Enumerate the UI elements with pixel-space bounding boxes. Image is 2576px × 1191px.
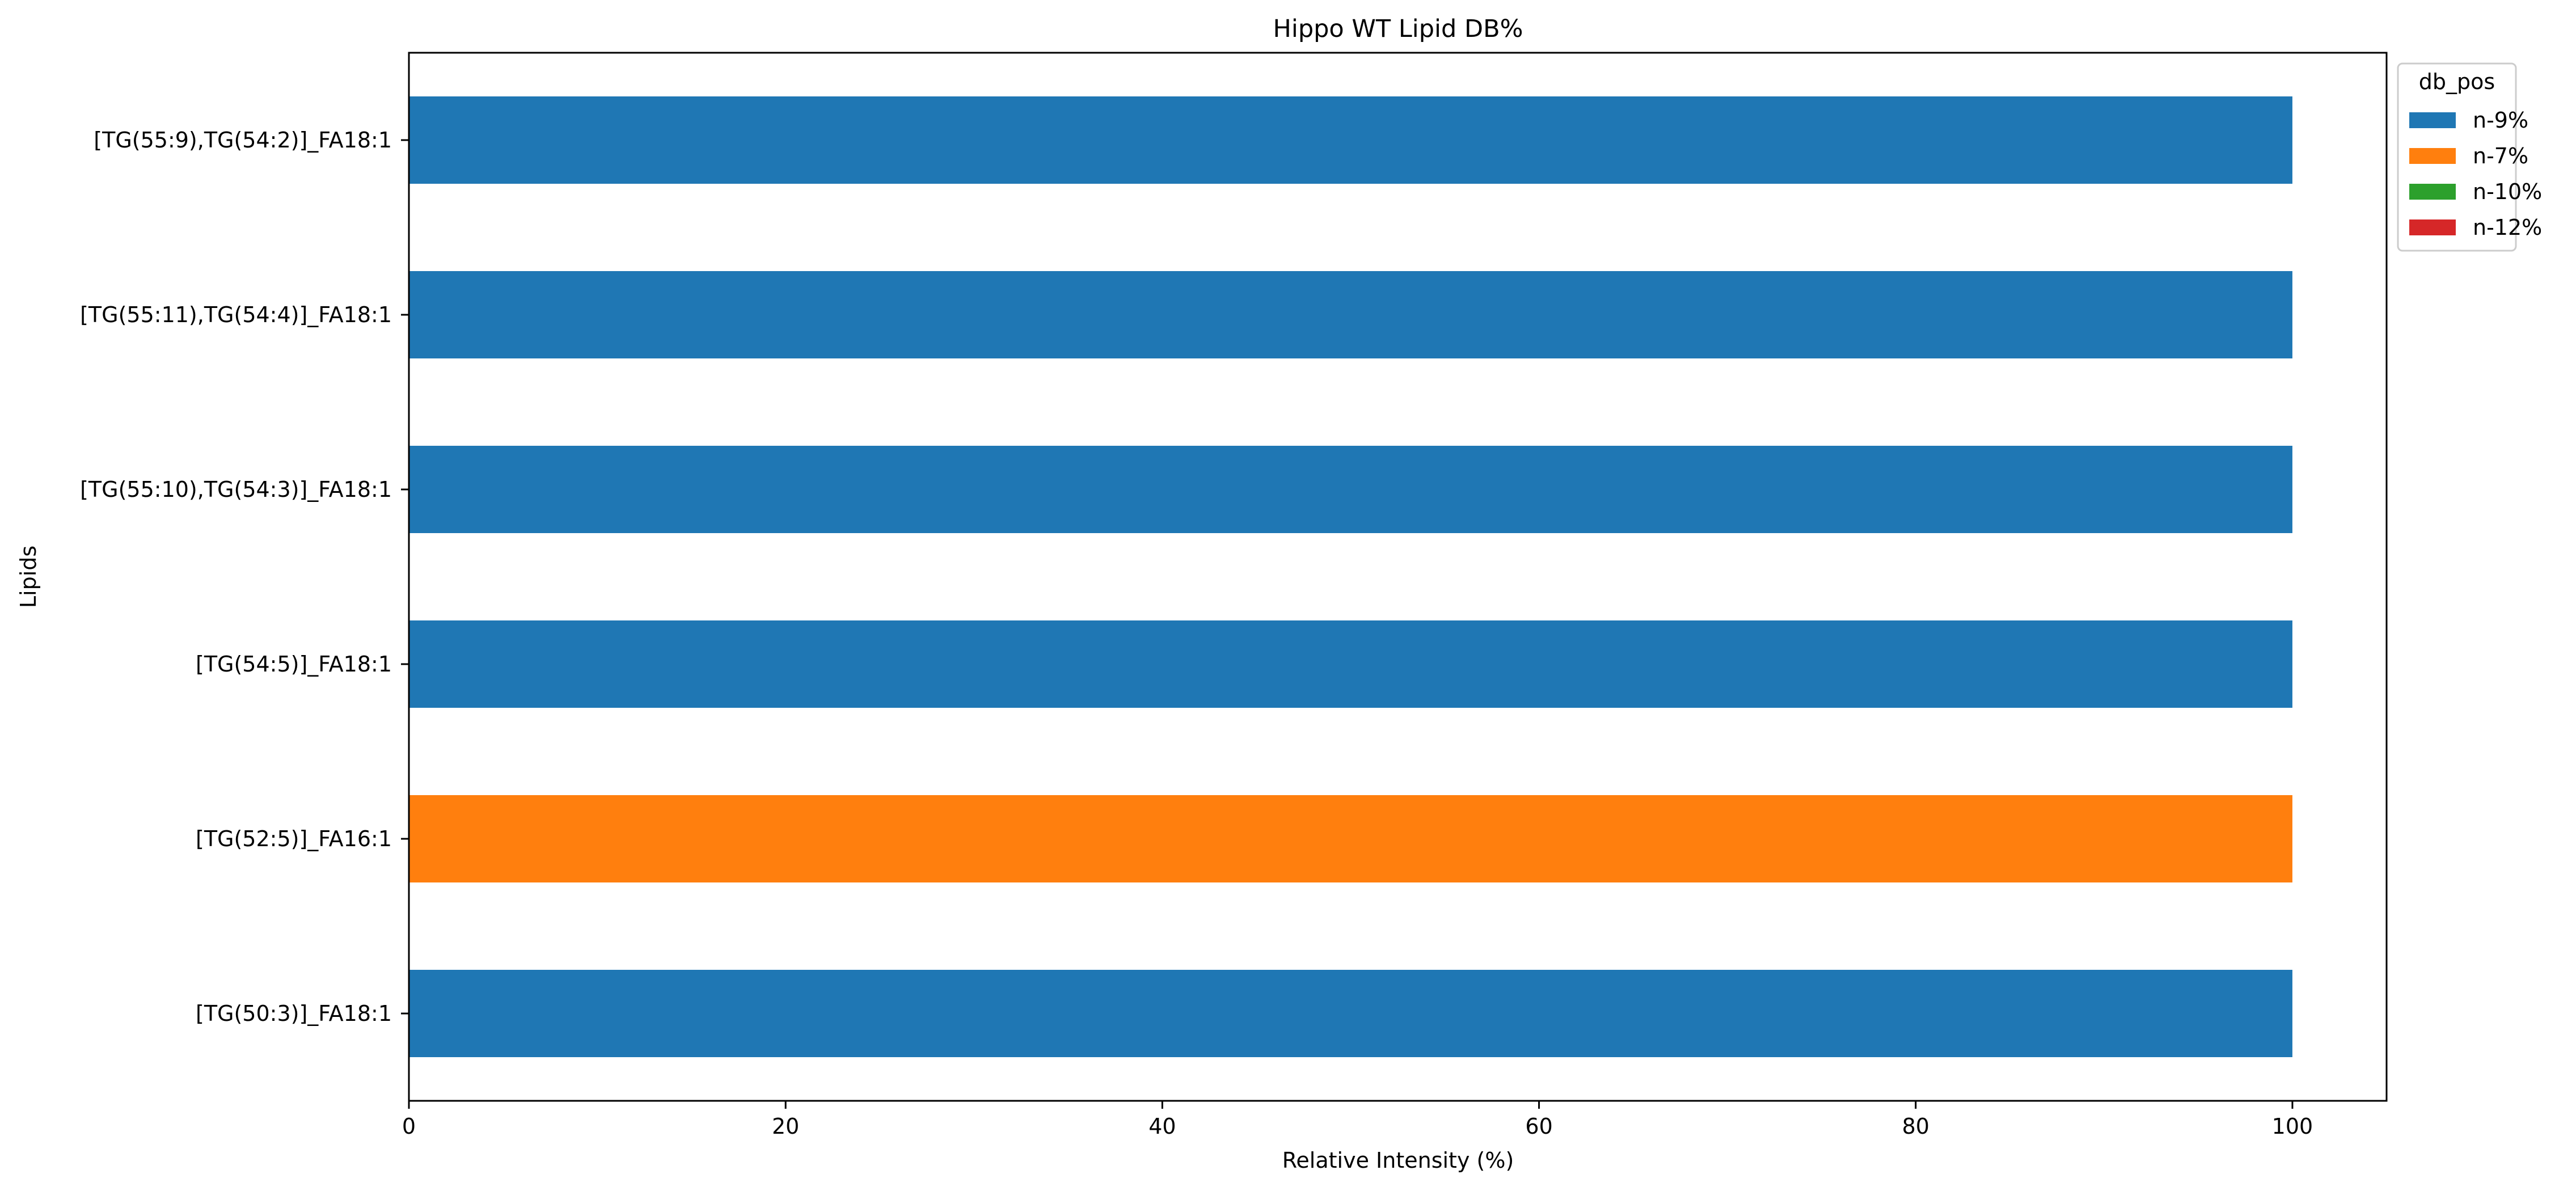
bar-6-series-1 [409, 96, 2292, 184]
bar-1-series-1 [409, 970, 2292, 1057]
chart-title: Hippo WT Lipid DB% [1273, 15, 1523, 43]
y-axis-label: Lipids [16, 546, 41, 608]
x-tick-label: 0 [402, 1114, 416, 1139]
x-tick-label: 20 [772, 1114, 799, 1139]
x-tick-label: 100 [2272, 1114, 2313, 1139]
y-axis: [TG(50:3)]_FA18:1 [TG(52:5)]_FA16:1 [TG(54… [80, 128, 409, 1026]
y-tick-label: [TG(52:5)]_FA16:1 [196, 826, 392, 851]
legend-swatch-3 [2409, 184, 2456, 200]
y-tick-label: [TG(55:9),TG(54:2)]_FA18:1 [94, 128, 392, 153]
legend-entry-label: n-10% [2473, 179, 2542, 204]
legend-swatch-1 [2409, 112, 2456, 128]
y-tick-label: [TG(55:10),TG(54:3)]_FA18:1 [80, 477, 392, 502]
y-tick-label: [TG(54:5)]_FA18:1 [196, 652, 392, 677]
bar-3-series-1 [409, 620, 2292, 708]
legend: db_pos n-9% n-7% n-10% n-12% [2397, 62, 2542, 252]
legend-entry-label: n-12% [2473, 215, 2542, 240]
legend-swatch-2 [2409, 148, 2456, 164]
bar-2-series-2 [409, 795, 2292, 882]
x-tick-label: 40 [1148, 1114, 1176, 1139]
legend-title: db_pos [2419, 69, 2495, 94]
legend-entry-label: n-7% [2473, 143, 2528, 168]
legend-box [2397, 62, 2517, 252]
legend-swatch-4 [2409, 219, 2456, 235]
x-axis-label: Relative Intensity (%) [1282, 1148, 1514, 1173]
y-tick-label: [TG(50:3)]_FA18:1 [196, 1001, 392, 1026]
bar-4-series-1 [409, 446, 2292, 533]
x-tick-label: 60 [1525, 1114, 1552, 1139]
legend-entry-label: n-9% [2473, 108, 2528, 133]
y-tick-label: [TG(55:11),TG(54:4)]_FA18:1 [80, 302, 392, 327]
bars-group [409, 96, 2292, 1057]
plot-frame [408, 52, 2388, 1102]
x-tick-label: 80 [1902, 1114, 1929, 1139]
x-axis: 0 20 40 60 80 100 [402, 1101, 2313, 1139]
bar-5-series-1 [409, 271, 2292, 358]
